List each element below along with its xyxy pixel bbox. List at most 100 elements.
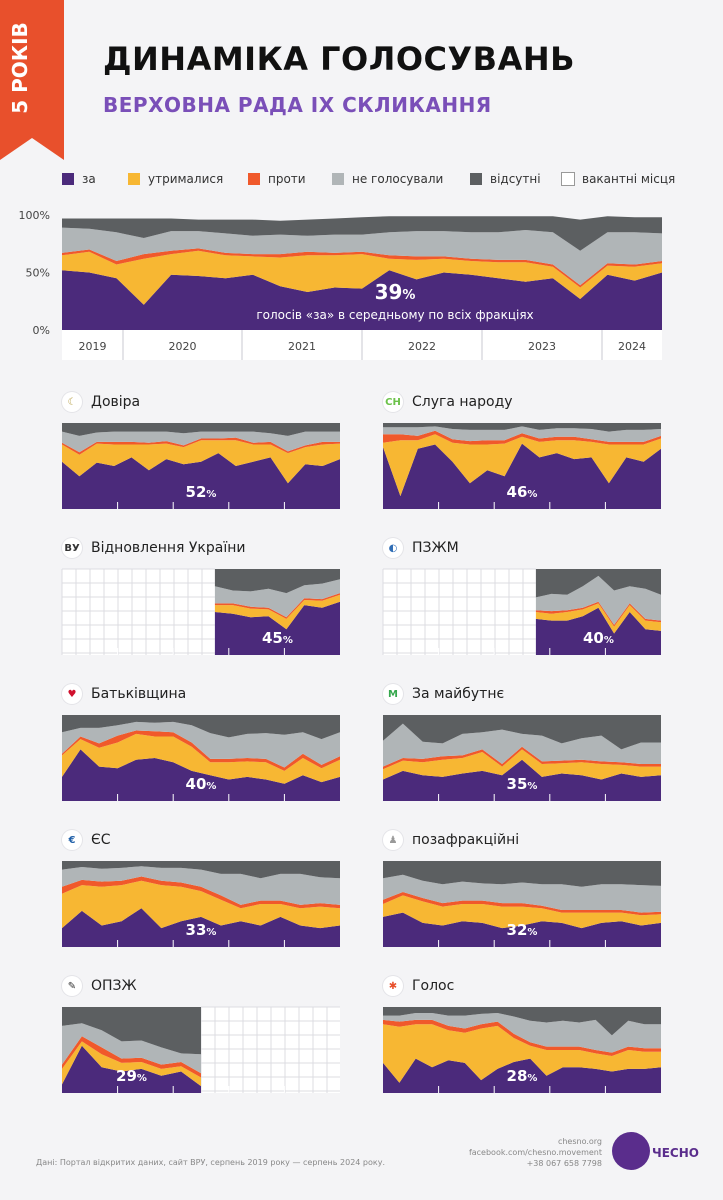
faction-chart-svg: 52% (62, 423, 340, 509)
faction-name: За майбутнє (412, 686, 505, 702)
opzzh-icon: ✎ (62, 976, 82, 996)
faction-7-area-ne-holosuvaly (62, 866, 340, 905)
legend-swatch (62, 173, 74, 185)
faction-3-area-za (214, 601, 340, 655)
faction-title-dovira: ☾ Довіра (62, 392, 140, 412)
faction-6-area-vidsutni (383, 715, 661, 750)
legend-label: не голосували (352, 172, 444, 186)
faction-2-area-vidsutni (383, 423, 661, 432)
faction-9-area-vidsutni (62, 1007, 201, 1055)
faction-10-area-vidsutni (383, 1007, 661, 1036)
legend: за утрималися проти не голосували відсут… (62, 172, 682, 192)
faction-9-area-proty (62, 1036, 201, 1078)
main-avg-caption: голосів «за» в середньому по всіх фракці… (256, 308, 533, 322)
dovira-icon: ☾ (62, 392, 82, 412)
legend-item-ne: не голосували (332, 172, 443, 186)
faction-5-area-utrymalysia (62, 733, 340, 784)
main-x-tick-label: 2023 (528, 340, 556, 353)
faction-8-area-vidsutni (383, 861, 661, 887)
main-area-utrymalysia (62, 250, 662, 305)
main-y-tick-label: 0% (33, 324, 50, 337)
faction-chart-svg: 40% (382, 568, 661, 655)
faction-6-area-za (383, 759, 661, 801)
legend-swatch (562, 173, 574, 185)
faction-title-batkivshchyna: ♥ Батьківщина (62, 684, 186, 704)
faction-8-area-utrymalysia (383, 895, 661, 929)
chart-za-maibutnie: 35% (383, 715, 661, 801)
faction-3-area-vidsutni (214, 569, 340, 594)
main-x-tick-label: 2019 (79, 340, 107, 353)
faction-2-area-za (383, 443, 661, 509)
faction-3-area-proty (214, 593, 340, 619)
faction-name: Голос (412, 978, 455, 994)
faction-6-area-ne-holosuvaly (383, 723, 661, 767)
faction-name: ПЗЖМ (412, 540, 459, 556)
legend-swatch (248, 173, 260, 185)
heart-icon: ♥ (62, 684, 82, 704)
contact-website[interactable]: chesno.org (557, 1137, 602, 1146)
faction-4-area-vidsutni (535, 569, 661, 598)
faction-title-vu: ВУ Відновлення України (62, 538, 245, 558)
faction-1-area-vidsutni (62, 423, 340, 436)
faction-chart-svg: 46% (383, 423, 661, 509)
ribbon-label: 5 РОКІВ (8, 22, 32, 114)
anniversary-ribbon: 5 РОКІВ (0, 0, 64, 160)
main-plot-area (62, 216, 662, 330)
faction-6-area-utrymalysia (383, 749, 661, 780)
data-source-note: Дані: Портал відкритих даних, сайт ВРУ, … (36, 1158, 386, 1167)
legend-label: утрималися (148, 172, 224, 186)
legend-item-proty: проти (248, 172, 306, 186)
main-chart: 100% 50% 0% 2019 2020 2021 2022 2023 2024 39% голо… (19, 205, 700, 370)
faction-5-area-ne-holosuvaly (62, 721, 340, 768)
faction-name: Довіра (91, 394, 141, 410)
contacts: chesno.org facebook.com/chesno.movement … (440, 1136, 602, 1169)
legend-item-vac: вакантні місця (562, 172, 675, 186)
chart-opzzh: 29% (62, 1006, 340, 1093)
faction-8-area-ne-holosuvaly (383, 874, 661, 913)
legend-item-utr: утрималися (128, 172, 223, 186)
faction-chart-svg: 35% (383, 715, 661, 801)
legend-label: проти (268, 172, 306, 186)
chart-pzzhm: 40% (382, 568, 661, 655)
faction-1-area-utrymalysia (62, 440, 340, 484)
faction-2-area-ne-holosuvaly (383, 426, 661, 442)
faction-chart-svg: 28% (383, 1007, 661, 1093)
faction-7-area-za (62, 908, 340, 947)
faction-name: ЄС (91, 832, 111, 848)
page-title: ДИНАМІКА ГОЛОСУВАНЬ (103, 40, 575, 78)
legend-label: вакантні місця (582, 172, 676, 186)
sluha-narodu-icon: СН (383, 392, 403, 412)
legend-swatch (332, 173, 344, 185)
faction-4-area-ne-holosuvaly (535, 575, 661, 625)
faction-9-area-za (62, 1045, 201, 1093)
faction-5-area-proty (62, 730, 340, 771)
main-x-tick-label: 2021 (288, 340, 316, 353)
legend-label: за (82, 172, 96, 186)
main-x-tick-label: 2020 (169, 340, 197, 353)
vidnovlennia-icon: ВУ (62, 538, 82, 558)
contact-facebook[interactable]: facebook.com/chesno.movement (468, 1148, 602, 1157)
faction-name: Слуга народу (412, 394, 513, 410)
chart-batkivshchyna: 40% (62, 715, 340, 801)
main-y-tick-label: 100% (19, 209, 50, 222)
faction-4-area-za (535, 607, 661, 655)
faction-1-area-za (62, 453, 340, 509)
main-chart-svg: 100%50%0%2019 2020 2021 2022 2023 202439%голо… (19, 209, 662, 360)
main-y-tick-label: 50% (26, 267, 50, 280)
faction-chart-svg: 29% (62, 1006, 340, 1093)
legend-item-vid: відсутні (470, 172, 541, 186)
faction-5-area-za (62, 749, 340, 801)
person-icon: ♟ (383, 830, 403, 850)
faction-5-area-vidsutni (62, 715, 340, 740)
chart-dovira: 52% (62, 423, 340, 509)
faction-name: Батьківщина (91, 686, 187, 702)
faction-9-area-ne-holosuvaly (62, 1023, 201, 1074)
legend-label: відсутні (490, 172, 541, 186)
faction-6-area-proty (383, 746, 661, 770)
faction-title-za-maibutnie: М За майбутнє (383, 684, 504, 704)
chart-sluha-narodu: 46% (383, 423, 661, 509)
faction-2-area-utrymalysia (383, 434, 661, 497)
main-x-tick-label: 2022 (408, 340, 436, 353)
faction-4-area-utrymalysia (535, 603, 661, 634)
chart-pozafraktsiini: 32% (383, 861, 661, 947)
